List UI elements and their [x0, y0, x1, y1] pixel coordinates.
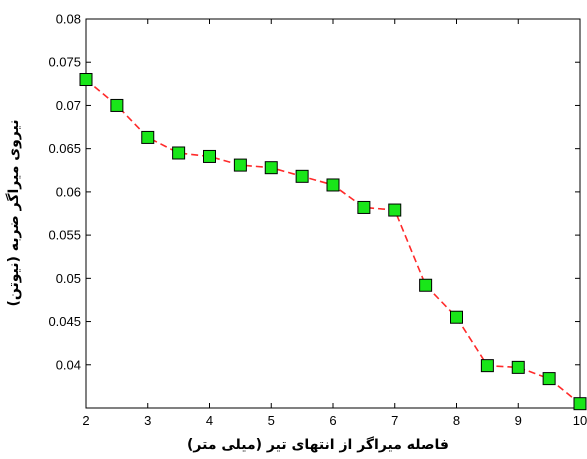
data-point [357, 200, 371, 214]
data-point [203, 149, 216, 163]
y-tick-label: 0.055 [48, 228, 81, 243]
x-axis: 2 3 4 5 6 7 8 9 10 [82, 19, 587, 428]
x-tick-label: 6 [329, 413, 336, 428]
x-tick-label: 9 [515, 413, 522, 428]
y-tick-label: 0.075 [48, 55, 81, 70]
data-point [542, 372, 556, 386]
y-axis-title: نیروی میراگر ضربه (نیوتن) [5, 120, 22, 307]
y-tick-label: 0.06 [56, 184, 81, 199]
data-point [511, 360, 525, 374]
x-tick-label: 7 [391, 413, 398, 428]
data-point [110, 98, 124, 112]
y-tick-label: 0.04 [56, 357, 81, 372]
x-tick-label: 2 [82, 413, 89, 428]
data-point [419, 278, 433, 292]
x-tick-label: 5 [268, 413, 275, 428]
data-point [79, 73, 93, 87]
y-axis: 0.04 0.045 0.05 0.055 0.06 0.065 0.07 0.075 0.08 [48, 12, 580, 372]
y-tick-label: 0.065 [48, 141, 81, 156]
y-tick-label: 0.08 [56, 12, 81, 27]
data-point [573, 397, 587, 411]
data-point [326, 178, 340, 192]
plot-area [85, 18, 581, 409]
y-tick-label: 0.07 [56, 98, 81, 113]
data-point [264, 161, 278, 175]
x-tick-label: 3 [144, 413, 151, 428]
data-point [233, 158, 247, 172]
data-point [172, 146, 186, 160]
x-axis-title: فاصله میراگر از انتهای تیر (میلی متر) [187, 436, 449, 453]
y-tick-label: 0.045 [48, 314, 81, 329]
x-tick-label: 8 [453, 413, 460, 428]
x-tick-label: 4 [206, 413, 213, 428]
data-point [450, 310, 463, 324]
series-layer [79, 73, 587, 411]
data-point [480, 359, 494, 373]
data-point [295, 169, 309, 183]
data-point [141, 130, 155, 144]
x-tick-label: 10 [573, 413, 587, 428]
y-tick-label: 0.05 [56, 271, 81, 286]
data-point [388, 203, 402, 217]
